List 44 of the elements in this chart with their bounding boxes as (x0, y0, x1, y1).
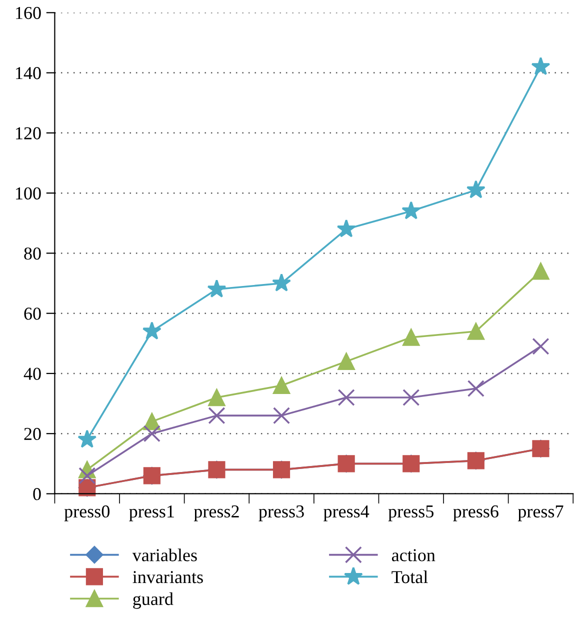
point (402, 328, 420, 346)
legend-label: Total (392, 570, 428, 584)
point (531, 56, 550, 75)
y-tick-label: 40 (24, 368, 41, 380)
y-tick-label: 20 (24, 428, 41, 440)
point (207, 279, 226, 298)
point (532, 338, 550, 355)
point (143, 425, 160, 442)
legend-label: variables (132, 548, 197, 562)
point (402, 388, 420, 406)
point (272, 273, 292, 292)
point (78, 430, 97, 448)
point (338, 388, 355, 406)
x-tick-label: press2 (194, 505, 239, 522)
x-tick-label: press3 (258, 505, 304, 522)
point (532, 262, 550, 280)
x-tick-label: press6 (453, 505, 498, 522)
x-tick-label: press1 (129, 505, 174, 522)
point (142, 321, 162, 340)
point (336, 219, 356, 238)
point (208, 407, 226, 424)
point (402, 201, 421, 220)
point (467, 322, 484, 340)
y-tick-label: 120 (16, 127, 41, 140)
x-tick-label: press7 (518, 506, 564, 522)
point (272, 407, 290, 424)
y-tick-label: 140 (16, 67, 41, 80)
legend-label: invariants (132, 571, 203, 584)
y-tick-label: 0 (33, 488, 41, 500)
point (467, 380, 484, 398)
y-tick-label: 160 (16, 6, 41, 20)
point (78, 467, 96, 484)
legend-label: guard (133, 592, 174, 609)
x-tick-label: press5 (388, 506, 434, 522)
point (338, 352, 355, 370)
x-tick-label: press0 (64, 505, 110, 522)
y-tick-label: 60 (24, 308, 41, 320)
x-tick-label: press4 (324, 505, 370, 522)
y-tick-label: 80 (24, 247, 41, 260)
y-tick-label: 100 (16, 187, 41, 200)
point (208, 388, 226, 406)
legend-label: action (392, 549, 436, 562)
point (466, 180, 486, 198)
point (272, 376, 290, 394)
